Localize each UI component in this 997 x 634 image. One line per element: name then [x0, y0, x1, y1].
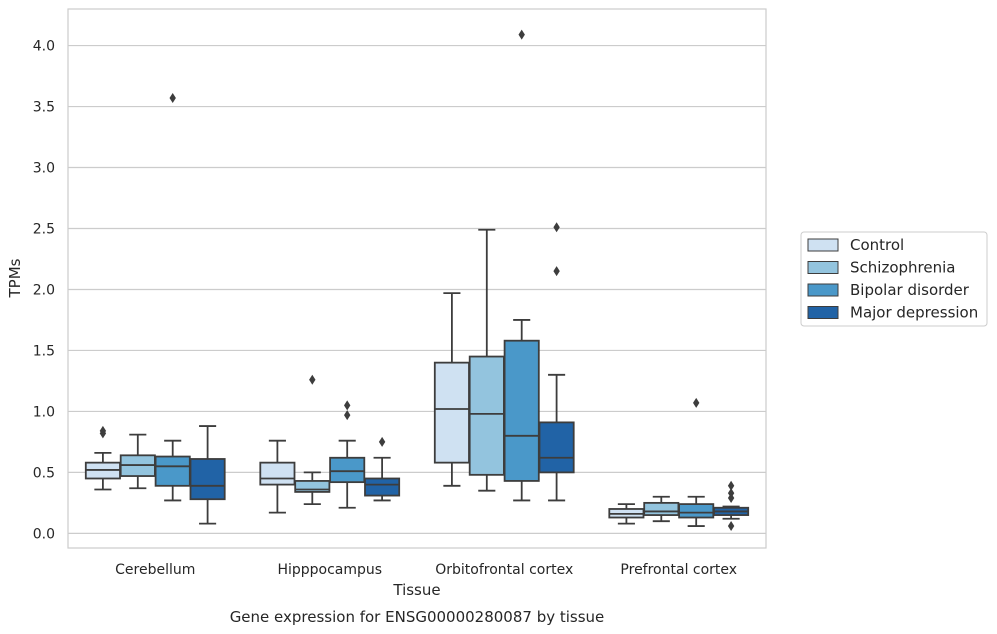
legend-swatch	[807, 306, 839, 319]
y-tick-label: 0.0	[33, 526, 55, 542]
outlier-point	[727, 480, 735, 491]
y-tick-label: 2.5	[33, 222, 55, 238]
y-tick-label: 1.5	[33, 343, 55, 359]
box-iqr	[538, 421, 575, 474]
outlier-point	[727, 521, 735, 532]
outlier-point	[693, 397, 700, 408]
legend-label: Control	[850, 236, 904, 254]
legend-frame	[800, 231, 988, 327]
outlier-point	[99, 425, 107, 436]
x-tick-label: Orbitofrontal cortex	[435, 562, 573, 578]
legend: Control Schizophrenia Bipolar disorder Majo…	[800, 231, 988, 327]
box-1-1	[294, 374, 331, 505]
y-tick-label: 2.0	[33, 282, 55, 298]
y-tick-label: 3.0	[33, 161, 55, 177]
y-tick-label: 0.5	[33, 465, 55, 481]
legend-swatch	[807, 238, 839, 252]
y-tick-label: 4.0	[33, 39, 55, 55]
outlier-point	[309, 374, 316, 385]
box-1-0	[259, 439, 296, 514]
outlier-point	[344, 410, 351, 421]
box-iqr	[364, 477, 401, 497]
box-iqr	[189, 458, 226, 501]
box-0-2	[154, 93, 191, 502]
x-axis-ticks: Cerebellum Hipppocampus Orbitofrontal cort…	[115, 562, 737, 578]
outlier-point	[553, 266, 560, 277]
box-2-1	[468, 228, 505, 492]
box-3-0	[608, 503, 645, 525]
box-0-3	[189, 425, 226, 525]
legend-label: Major depression	[850, 304, 978, 322]
legend-label: Schizophrenia	[850, 259, 955, 277]
y-axis-ticks: 0.0 0.5 1.0 1.5 2.0 2.5 3.0 3.5 4.0	[33, 39, 55, 543]
box-iqr	[259, 461, 296, 486]
x-axis-label: Tissue	[392, 581, 440, 599]
box-1-2	[329, 400, 366, 509]
plot-area-frame	[67, 8, 767, 549]
box-3-3	[713, 480, 750, 532]
x-tick-label: Prefrontal cortex	[620, 562, 737, 578]
box-iqr	[503, 339, 540, 482]
outlier-point	[553, 222, 560, 233]
y-axis-label: TPMs	[6, 258, 24, 298]
outlier-point	[378, 436, 386, 447]
outlier-point	[518, 29, 525, 40]
boxes	[84, 29, 750, 532]
box-iqr	[643, 501, 680, 516]
outlier-point	[169, 93, 176, 104]
x-tick-label: Cerebellum	[115, 562, 195, 578]
legend-swatch	[807, 261, 839, 274]
box-2-0	[433, 292, 470, 487]
outlier-point	[727, 488, 735, 499]
x-tick-label: Hipppocampus	[277, 562, 382, 578]
box-iqr	[294, 480, 331, 493]
box-3-2	[678, 397, 715, 527]
outlier-point	[344, 400, 351, 411]
y-tick-label: 1.0	[33, 404, 55, 420]
box-iqr	[329, 456, 366, 484]
chart-caption: Gene expression for ENSG00000280087 by t…	[230, 608, 605, 626]
box-0-0	[84, 425, 121, 491]
legend-swatch	[807, 283, 839, 297]
box-3-1	[643, 495, 680, 523]
box-1-3	[364, 436, 401, 502]
y-tick-label: 3.5	[33, 100, 55, 116]
box-iqr	[154, 455, 191, 487]
box-iqr	[433, 361, 470, 464]
legend-label: Bipolar disorder	[850, 281, 970, 299]
box-iqr	[678, 503, 715, 519]
box-0-1	[119, 433, 156, 490]
box-2-2	[503, 29, 540, 502]
box-2-3	[538, 222, 575, 502]
box-iqr	[468, 355, 505, 476]
